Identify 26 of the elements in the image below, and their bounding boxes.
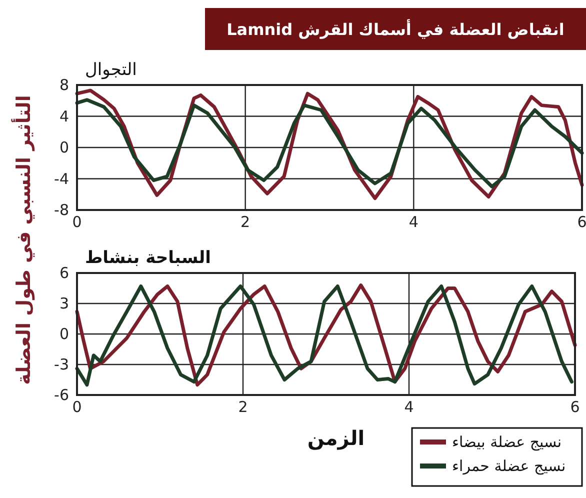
chart-subtitle: التجوال [85,60,137,80]
x-axis-title: الزمن [307,426,365,450]
x-tick-label: 2 [240,213,250,231]
y-tick-label: -8 [54,201,69,219]
x-tick-label: 2 [238,398,248,416]
y-tick-label: -6 [54,386,69,404]
x-tick-label: 6 [570,398,580,416]
x-tick-label: 6 [577,213,586,231]
y-tick-label: 3 [59,294,69,312]
y-tick-label: -3 [54,356,69,374]
chart-title: انقباض العضلة في أسماك القرش Lamnid [226,19,564,39]
y-tick-label: 8 [59,76,69,94]
y-tick-label: 6 [59,264,69,282]
x-tick-label: 0 [72,213,82,231]
x-tick-label: 4 [404,398,414,416]
x-tick-label: 0 [72,398,82,416]
y-tick-label: 0 [59,138,69,156]
legend-label: نسيج عضلة حمراء [452,457,566,475]
y-axis-title: التأثير النسبي في طول العضلة [11,95,35,385]
y-tick-label: 0 [59,325,69,343]
y-tick-label: -4 [54,170,69,188]
chart-subtitle: السباحة بنشاط [85,248,211,268]
line-series [75,98,584,188]
legend-label: نسيج عضلة بيضاء [452,433,562,451]
y-tick-label: 4 [59,107,69,126]
x-tick-label: 4 [408,213,418,231]
